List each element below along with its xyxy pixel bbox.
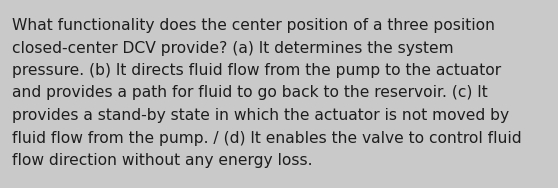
Text: provides a stand-by state in which the actuator is not moved by: provides a stand-by state in which the a… (12, 108, 509, 123)
Text: fluid flow from the pump. / (d) It enables the valve to control fluid: fluid flow from the pump. / (d) It enabl… (12, 130, 522, 146)
Text: closed-center DCV provide? (a) It determines the system: closed-center DCV provide? (a) It determ… (12, 40, 454, 55)
Text: pressure. (b) It directs fluid flow from the pump to the actuator: pressure. (b) It directs fluid flow from… (12, 63, 501, 78)
Text: and provides a path for fluid to go back to the reservoir. (c) It: and provides a path for fluid to go back… (12, 86, 488, 101)
Text: What functionality does the center position of a three position: What functionality does the center posit… (12, 18, 495, 33)
Text: flow direction without any energy loss.: flow direction without any energy loss. (12, 153, 312, 168)
